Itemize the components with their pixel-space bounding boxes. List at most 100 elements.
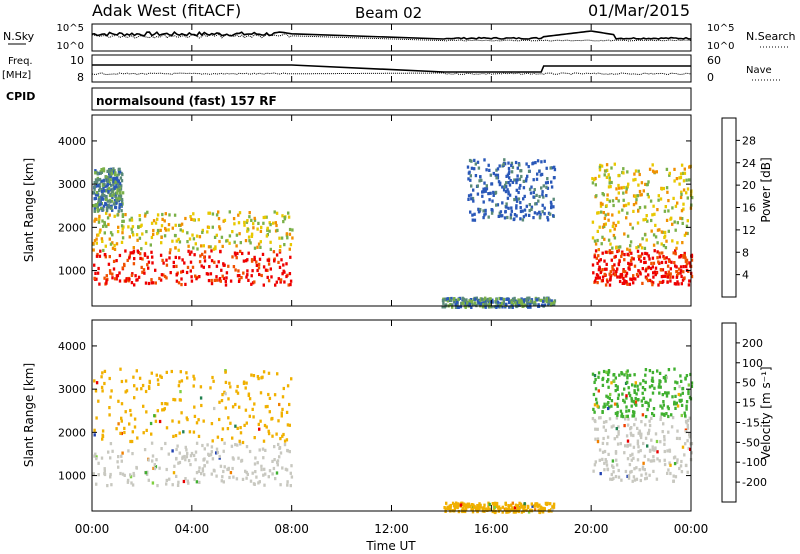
power-cell xyxy=(109,192,113,196)
power-cell xyxy=(536,159,540,163)
velocity-cell xyxy=(120,419,123,423)
velocity-cell xyxy=(511,501,514,505)
velocity-cell xyxy=(662,376,666,380)
power-cell xyxy=(645,238,648,242)
velocity-cell xyxy=(606,379,609,384)
power-cell xyxy=(483,300,486,304)
velocity-cell xyxy=(688,416,691,420)
velocity-cell xyxy=(626,369,629,373)
velocity-cell xyxy=(663,435,666,439)
velocity-cell xyxy=(659,385,662,389)
power-cell xyxy=(143,271,146,275)
velocity-cell xyxy=(680,459,683,464)
power-cell xyxy=(467,197,470,201)
power-cell xyxy=(532,178,535,182)
power-cell xyxy=(106,205,109,209)
velocity-cell xyxy=(117,399,120,403)
power-cell xyxy=(661,251,664,255)
velocity-cell xyxy=(252,374,256,378)
power-cell xyxy=(622,191,625,195)
power-cell xyxy=(546,186,550,190)
power-cell xyxy=(479,208,482,212)
power-cell xyxy=(115,259,118,263)
power-cell xyxy=(516,166,519,170)
power-cell xyxy=(94,178,98,182)
velocity-cell xyxy=(672,474,675,478)
power-cell xyxy=(501,305,504,309)
power-cell xyxy=(499,297,503,301)
power-cell xyxy=(679,195,683,200)
power-cell xyxy=(100,237,104,241)
power-cell xyxy=(646,219,649,223)
velocity-cell xyxy=(148,386,151,390)
power-cell xyxy=(101,219,104,223)
velocity-cell xyxy=(644,368,648,372)
velocity-cell xyxy=(605,370,608,374)
power-cell xyxy=(165,263,169,267)
power-cell xyxy=(681,217,684,221)
velocity-cell xyxy=(645,476,648,480)
power-cell xyxy=(274,221,277,225)
velocity-cell xyxy=(277,419,280,423)
power-cell xyxy=(525,162,528,166)
power-cell xyxy=(673,167,676,171)
power-cell xyxy=(634,277,637,281)
power-cell xyxy=(105,189,108,193)
velocity-cell xyxy=(611,464,614,468)
velocity-cell xyxy=(290,377,293,381)
power-cell xyxy=(100,168,103,172)
velocity-cell xyxy=(665,376,668,380)
power-cell xyxy=(624,203,628,207)
power-cell xyxy=(615,187,618,191)
velocity-cell xyxy=(650,416,653,420)
power-cell xyxy=(505,302,508,306)
power-cell xyxy=(682,202,685,206)
power-cell xyxy=(156,217,159,221)
colorbar-tick-label: 8 xyxy=(742,246,749,259)
power-cell xyxy=(605,204,608,208)
power-cell xyxy=(599,258,602,262)
power-cell xyxy=(491,300,494,304)
power-cell xyxy=(108,171,112,175)
power-cell xyxy=(591,263,595,267)
velocity-cell xyxy=(526,505,530,509)
power-cell xyxy=(607,173,610,177)
power-cell xyxy=(113,173,117,177)
velocity-cell xyxy=(245,381,248,385)
power-cell xyxy=(257,262,261,266)
power-cell xyxy=(510,161,514,165)
power-cell xyxy=(507,166,511,171)
velocity-cell xyxy=(662,403,665,407)
power-cell xyxy=(144,212,147,216)
velocity-cell xyxy=(497,506,500,510)
velocity-cell xyxy=(624,417,627,421)
velocity-cell xyxy=(625,414,628,418)
power-cell xyxy=(598,174,601,178)
velocity-cell xyxy=(679,393,682,397)
power-cell xyxy=(224,283,228,287)
velocity-cell xyxy=(445,501,448,505)
velocity-cell xyxy=(220,399,224,403)
power-cell xyxy=(120,209,123,213)
velocity-cell xyxy=(593,403,597,407)
velocity-cell xyxy=(286,423,290,427)
power-cell xyxy=(471,196,475,201)
velocity-cell xyxy=(257,377,260,381)
power-cell xyxy=(96,184,99,188)
power-cell xyxy=(103,189,106,193)
power-cell xyxy=(140,265,143,269)
power-cell xyxy=(526,174,529,178)
velocity-cell xyxy=(254,456,257,460)
velocity-cell xyxy=(158,466,161,470)
power-cell xyxy=(175,279,179,283)
power-cell xyxy=(638,189,642,194)
velocity-cell xyxy=(245,421,248,425)
power-cell xyxy=(680,282,683,286)
velocity-cell xyxy=(239,426,242,430)
power-cell xyxy=(632,257,635,261)
power-cell xyxy=(595,194,598,198)
power-cell xyxy=(111,276,114,280)
velocity-cell xyxy=(642,396,646,401)
colorbar-tick-label: 100 xyxy=(742,357,763,370)
power-cell xyxy=(98,203,101,207)
